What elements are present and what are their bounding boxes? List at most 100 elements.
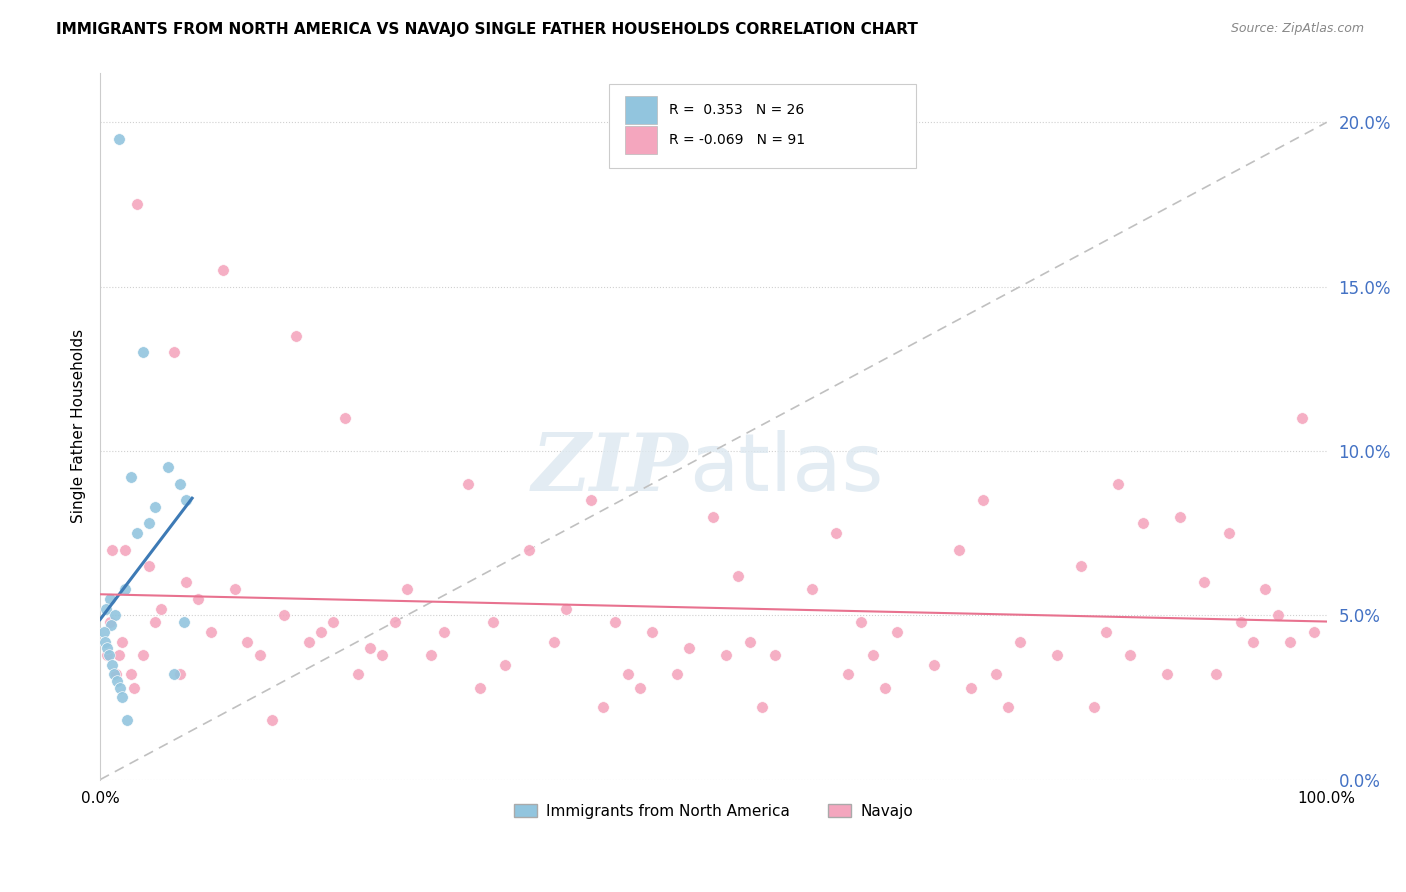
Point (285, 329, 308, 343)
Text: IMMIGRANTS FROM NORTH AMERICA VS NAVAJO SINGLE FATHER HOUSEHOLDS CORRELATION CHA: IMMIGRANTS FROM NORTH AMERICA VS NAVAJO … (56, 22, 918, 37)
Point (174, 575, 197, 590)
FancyBboxPatch shape (626, 126, 657, 153)
Point (125, 526, 148, 541)
Point (616, 667, 638, 681)
Point (1241, 634, 1264, 648)
Point (1107, 476, 1129, 491)
Point (922, 657, 945, 672)
Point (837, 667, 859, 681)
Point (108, 681, 131, 695)
Point (727, 569, 749, 583)
Point (169, 476, 191, 491)
Point (111, 634, 134, 648)
Text: R = -0.069   N = 91: R = -0.069 N = 91 (669, 133, 806, 147)
Point (702, 509, 724, 524)
Point (359, 641, 381, 656)
Point (1083, 700, 1105, 714)
Point (150, 601, 173, 615)
Point (1192, 575, 1215, 590)
Point (875, 681, 897, 695)
Point (579, 493, 602, 508)
Point (1119, 648, 1142, 662)
Point (138, 559, 160, 574)
Point (1267, 608, 1289, 623)
Point (1095, 624, 1118, 639)
Point (592, 700, 614, 714)
Point (120, 470, 142, 484)
Point (1132, 516, 1154, 531)
Point (849, 615, 872, 629)
Point (169, 667, 191, 681)
Point (960, 681, 983, 695)
Point (346, 667, 368, 681)
Point (420, 648, 443, 662)
Point (260, 714, 283, 728)
Point (714, 648, 737, 662)
Point (132, 648, 155, 662)
Point (200, 624, 222, 639)
FancyBboxPatch shape (609, 84, 915, 169)
Point (98, 615, 121, 629)
Point (138, 516, 160, 531)
Point (124, 681, 146, 695)
Point (763, 648, 786, 662)
Point (98, 591, 121, 606)
Point (104, 608, 127, 623)
Point (1303, 624, 1326, 639)
Point (114, 582, 136, 596)
Point (103, 667, 125, 681)
Point (96, 648, 118, 662)
Point (678, 641, 700, 656)
Point (543, 634, 565, 648)
Point (111, 690, 134, 705)
Point (224, 582, 246, 596)
Point (948, 542, 970, 557)
Point (322, 615, 344, 629)
Point (862, 648, 884, 662)
Point (519, 542, 541, 557)
Point (211, 263, 233, 277)
Point (740, 634, 762, 648)
Point (1230, 615, 1253, 629)
Point (114, 542, 136, 557)
Point (1291, 411, 1313, 425)
Point (395, 582, 418, 596)
Point (156, 460, 179, 475)
Point (984, 667, 1007, 681)
Point (641, 624, 664, 639)
Point (1156, 667, 1178, 681)
Point (125, 197, 148, 211)
Point (384, 615, 406, 629)
Point (187, 591, 209, 606)
Point (825, 526, 848, 541)
Point (470, 681, 492, 695)
Point (1278, 634, 1301, 648)
Point (481, 615, 503, 629)
Point (1046, 648, 1069, 662)
Text: R =  0.353   N = 26: R = 0.353 N = 26 (669, 103, 804, 117)
Point (143, 615, 166, 629)
Point (120, 667, 142, 681)
Point (1218, 526, 1240, 541)
Point (605, 615, 627, 629)
Point (249, 648, 271, 662)
Point (101, 657, 124, 672)
Point (163, 345, 186, 359)
Point (457, 476, 479, 491)
Point (298, 634, 321, 648)
Point (94, 634, 117, 648)
Point (751, 700, 773, 714)
Point (163, 667, 186, 681)
Point (100, 618, 122, 632)
Point (371, 648, 394, 662)
Point (107, 132, 129, 146)
Point (432, 624, 454, 639)
Point (800, 582, 823, 596)
Point (665, 667, 688, 681)
Text: Source: ZipAtlas.com: Source: ZipAtlas.com (1230, 22, 1364, 36)
Point (555, 601, 578, 615)
FancyBboxPatch shape (626, 96, 657, 124)
Point (236, 634, 259, 648)
Point (1070, 559, 1092, 574)
Point (494, 657, 516, 672)
